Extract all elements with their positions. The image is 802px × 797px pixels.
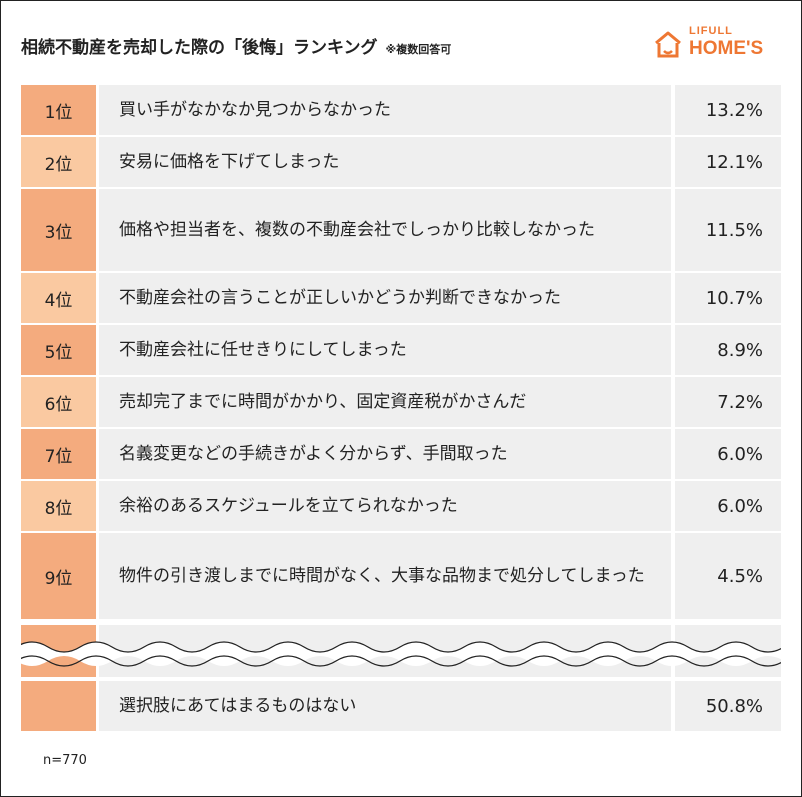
logo-line-2: HOME'S	[689, 38, 764, 59]
omitted-rows-break	[15, 625, 802, 677]
rank-cell: 2位	[21, 137, 96, 187]
table-row: 8位 余裕のあるスケジュールを立てられなかった 6.0%	[21, 481, 781, 531]
chart-header: 相続不動産を売却した際の「後悔」ランキング ※複数回答可	[21, 33, 451, 58]
percentage-value: 6.0%	[675, 481, 781, 531]
rank-cell: 4位	[21, 273, 96, 323]
percentage-value: 12.1%	[675, 137, 781, 187]
rank-cell: 5位	[21, 325, 96, 375]
lifull-homes-logo: LIFULL HOME'S	[653, 25, 783, 63]
table-row: 5位 不動産会社に任せきりにしてしまった 8.9%	[21, 325, 781, 375]
logo-line-1: LIFULL	[689, 25, 733, 37]
regret-label: 選択肢にあてはまるものはない	[99, 681, 671, 731]
percentage-value: 8.9%	[675, 325, 781, 375]
table-row: 3位 価格や担当者を、複数の不動産会社でしっかり比較しなかった 11.5%	[21, 189, 781, 271]
regret-label: 買い手がなかなか見つからなかった	[99, 85, 671, 135]
rank-cell: 7位	[21, 429, 96, 479]
rank-cell: 9位	[21, 533, 96, 619]
chart-title: 相続不動産を売却した際の「後悔」ランキング	[21, 38, 378, 58]
percentage-value: 10.7%	[675, 273, 781, 323]
percentage-value: 7.2%	[675, 377, 781, 427]
percentage-value: 50.8%	[675, 681, 781, 731]
table-row: 7位 名義変更などの手続きがよく分からず、手間取った 6.0%	[21, 429, 781, 479]
regret-label: 不動産会社の言うことが正しいかどうか判断できなかった	[99, 273, 671, 323]
percentage-value: 11.5%	[675, 189, 781, 271]
table-row: 1位 買い手がなかなか見つからなかった 13.2%	[21, 85, 781, 135]
rank-cell: 8位	[21, 481, 96, 531]
table-row: 2位 安易に価格を下げてしまった 12.1%	[21, 137, 781, 187]
regret-label: 価格や担当者を、複数の不動産会社でしっかり比較しなかった	[99, 189, 671, 271]
table-row: 4位 不動産会社の言うことが正しいかどうか判断できなかった 10.7%	[21, 273, 781, 323]
sample-size: n=770	[43, 753, 87, 768]
percentage-value: 4.5%	[675, 533, 781, 619]
regret-label: 売却完了までに時間がかかり、固定資産税がかさんだ	[99, 377, 671, 427]
rank-cell: 3位	[21, 189, 96, 271]
table-row: 9位 物件の引き渡しまでに時間がなく、大事な品物まで処分してしまった 4.5%	[21, 533, 781, 619]
regret-label: 不動産会社に任せきりにしてしまった	[99, 325, 671, 375]
regret-label: 余裕のあるスケジュールを立てられなかった	[99, 481, 671, 531]
regret-label: 物件の引き渡しまでに時間がなく、大事な品物まで処分してしまった	[99, 533, 671, 619]
rank-cell	[21, 681, 96, 731]
rank-cell: 6位	[21, 377, 96, 427]
percentage-value: 6.0%	[675, 429, 781, 479]
regret-label: 安易に価格を下げてしまった	[99, 137, 671, 187]
multiple-answer-note: ※複数回答可	[385, 43, 452, 56]
percentage-value: 13.2%	[675, 85, 781, 135]
house-icon	[655, 31, 681, 58]
table-row: 選択肢にあてはまるものはない 50.8%	[21, 681, 781, 731]
rank-cell: 1位	[21, 85, 96, 135]
regret-label: 名義変更などの手続きがよく分からず、手間取った	[99, 429, 671, 479]
table-row: 6位 売却完了までに時間がかかり、固定資産税がかさんだ 7.2%	[21, 377, 781, 427]
